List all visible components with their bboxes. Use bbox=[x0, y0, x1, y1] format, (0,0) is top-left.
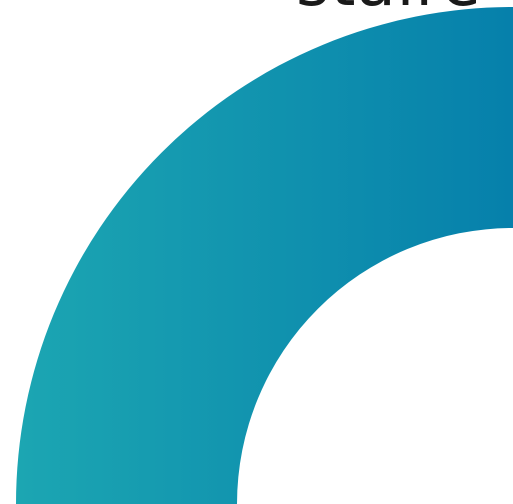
cropped-heading-text: staire bbox=[296, 0, 482, 16]
quarter-ring-shape bbox=[16, 7, 513, 504]
